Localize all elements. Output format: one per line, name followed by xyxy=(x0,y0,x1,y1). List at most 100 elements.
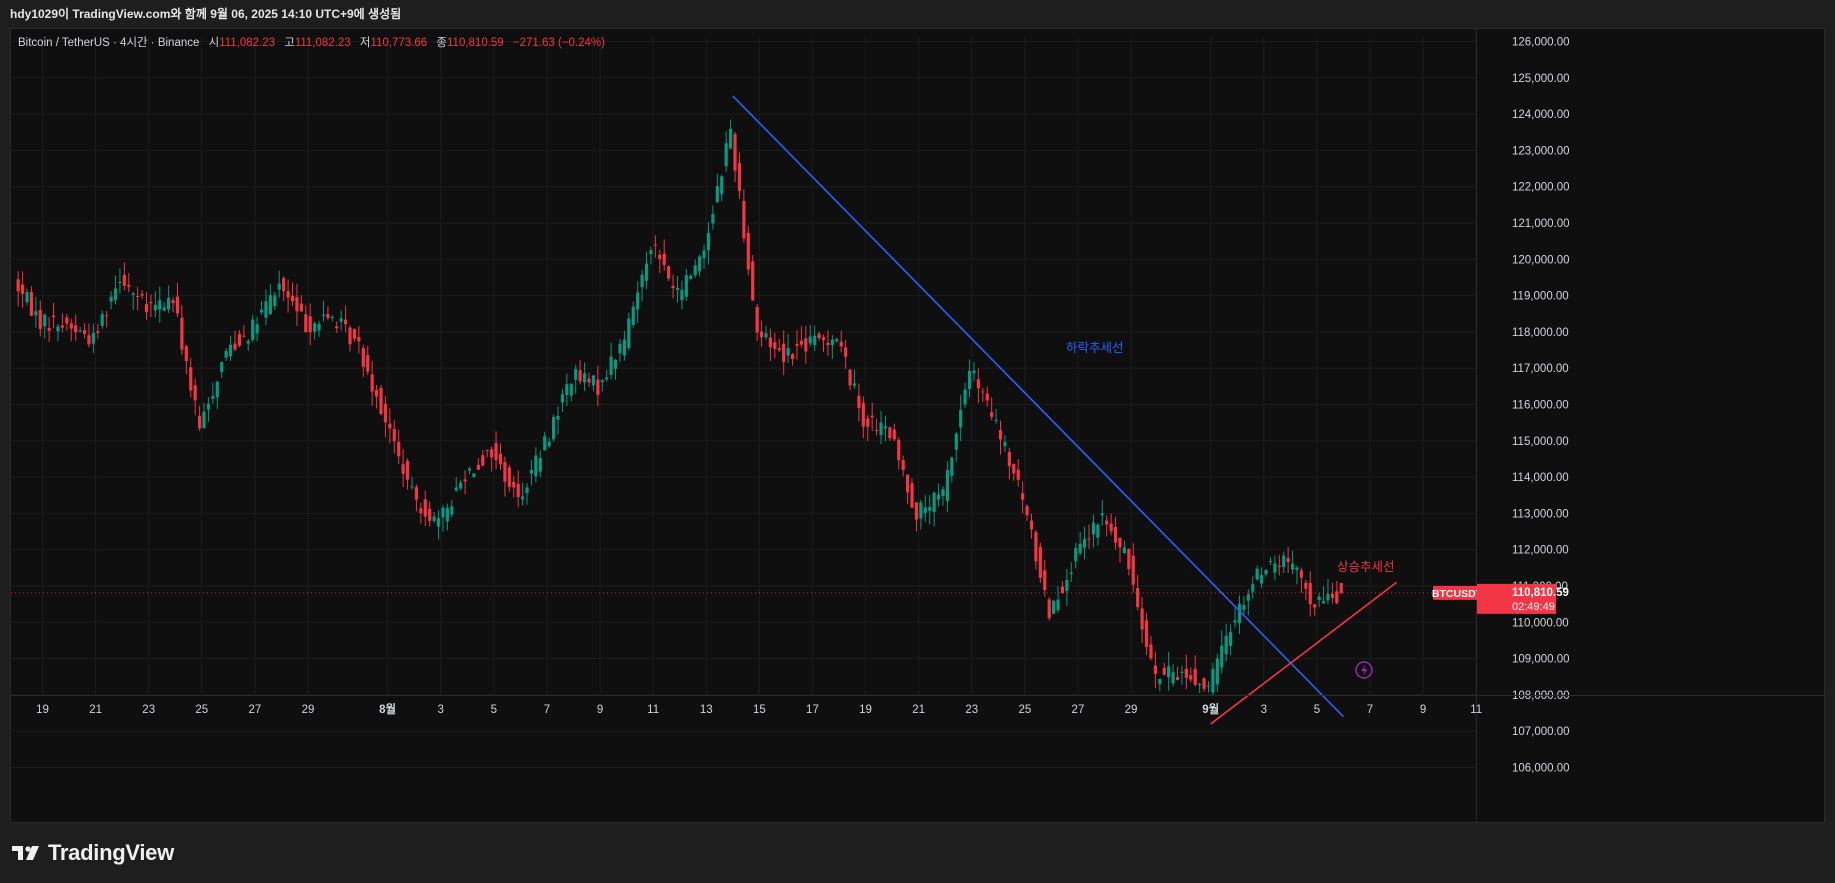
candle xyxy=(445,503,449,531)
candle-body xyxy=(768,337,773,348)
candle-body xyxy=(206,403,211,410)
candle-body xyxy=(34,311,38,316)
candle-body xyxy=(998,429,1003,440)
candle-body xyxy=(419,508,423,514)
candle-body xyxy=(383,403,388,423)
candle xyxy=(751,254,755,301)
candle xyxy=(20,271,25,308)
candle xyxy=(436,510,441,540)
price-tick-label: 126,000.00 xyxy=(1512,37,1570,49)
candle-body xyxy=(268,295,272,314)
candle xyxy=(1043,559,1047,597)
candle xyxy=(954,431,958,462)
candle-body xyxy=(43,314,47,327)
candle-body xyxy=(569,383,573,396)
candle xyxy=(574,364,578,394)
price-tick-label: 119,000.00 xyxy=(1512,291,1569,303)
candle xyxy=(197,405,202,431)
candle-body xyxy=(264,301,268,318)
candle-body xyxy=(410,486,414,488)
candle xyxy=(481,450,485,467)
candle-body xyxy=(1016,469,1020,480)
candle xyxy=(551,414,556,442)
footer-bar xyxy=(0,823,1835,883)
candle-body xyxy=(799,340,803,345)
candle xyxy=(215,380,219,409)
candle-body xyxy=(613,359,618,369)
candle-body xyxy=(981,391,985,393)
candle-body xyxy=(538,458,542,472)
candle-body xyxy=(1229,632,1233,646)
candle-body xyxy=(1246,594,1250,601)
candle xyxy=(339,310,343,331)
candle-body xyxy=(698,256,702,272)
candle-body xyxy=(821,337,826,340)
candle xyxy=(361,344,365,378)
candle-body xyxy=(1158,678,1162,685)
candle xyxy=(233,330,237,352)
candle xyxy=(180,305,184,355)
candle xyxy=(211,382,215,404)
candle-body xyxy=(472,473,476,478)
candle-body xyxy=(397,441,401,457)
open-label: 시 xyxy=(208,37,220,49)
candle-body xyxy=(1012,463,1016,474)
candle-body xyxy=(321,314,326,316)
time-tick-label: 9 xyxy=(1420,704,1426,716)
candle-body xyxy=(808,336,812,344)
candle xyxy=(950,456,954,483)
price-tick-label: 112,000.00 xyxy=(1512,545,1569,557)
candle-body xyxy=(627,318,631,349)
candle xyxy=(494,431,498,470)
candle xyxy=(149,294,153,318)
candle-body xyxy=(905,474,910,493)
candle-body xyxy=(866,418,870,427)
candle-body xyxy=(910,483,914,508)
candle-body xyxy=(259,309,264,313)
candle-body xyxy=(1330,593,1334,598)
candle-body xyxy=(1087,538,1091,540)
candle xyxy=(105,310,109,328)
candle xyxy=(96,323,100,339)
candle-body xyxy=(1052,600,1056,614)
candle xyxy=(78,326,82,333)
candle-body xyxy=(839,341,843,347)
candle-body xyxy=(711,213,715,224)
candle-body xyxy=(1321,601,1326,604)
candle xyxy=(1127,548,1131,576)
candle xyxy=(1052,599,1056,615)
candle-body xyxy=(87,335,91,345)
candle xyxy=(1034,530,1038,570)
candle xyxy=(1025,504,1029,522)
candle-body xyxy=(1237,603,1242,624)
candle xyxy=(565,373,569,407)
candle xyxy=(410,476,414,490)
candle xyxy=(122,262,126,291)
candle xyxy=(711,205,715,230)
chart-frame[interactable]: 하락추세선 상승추세선 126,000.00 125,000.00 124,000.0… xyxy=(10,28,1826,824)
candle-body xyxy=(158,300,162,310)
candle-body xyxy=(445,508,449,522)
lightning-bolt xyxy=(1361,664,1368,676)
price-axis: 126,000.00 125,000.00 124,000.00 123,000.00… xyxy=(1432,29,1570,824)
candle xyxy=(450,499,454,518)
candle xyxy=(786,334,790,363)
candle xyxy=(764,325,768,340)
candle xyxy=(335,321,339,333)
candle-body xyxy=(224,351,228,358)
candle-body xyxy=(392,429,396,442)
candle xyxy=(472,473,476,478)
candle-body xyxy=(401,464,405,474)
candle-body xyxy=(153,304,157,311)
candle xyxy=(428,501,432,527)
candle-body xyxy=(481,455,485,466)
candle-body xyxy=(1021,493,1025,500)
candle-body xyxy=(1131,555,1135,585)
candle-body xyxy=(1184,668,1188,678)
trendline xyxy=(732,95,1345,718)
candle-body xyxy=(1211,669,1215,693)
candle-body xyxy=(1295,567,1299,570)
candle xyxy=(1100,499,1104,526)
low-value: 110,773.66 xyxy=(370,37,428,49)
